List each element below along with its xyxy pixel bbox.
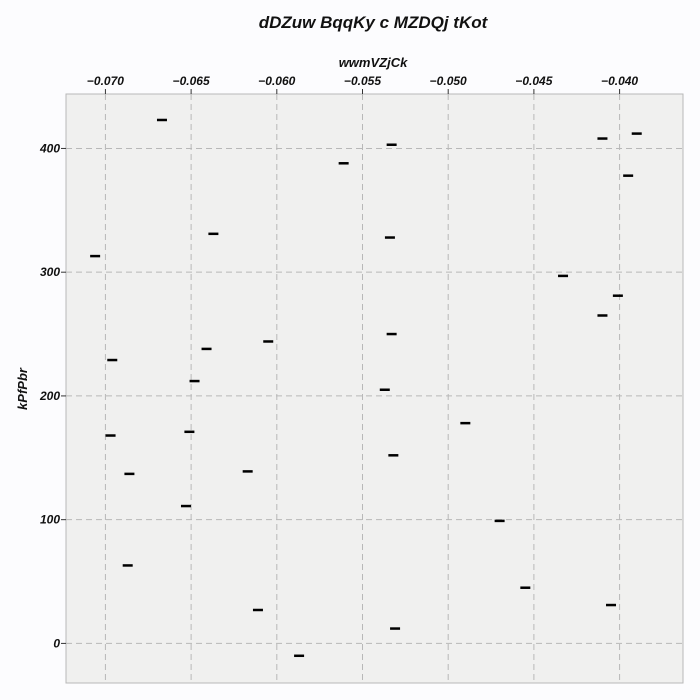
y-axis-label: kPfPbr [15, 367, 30, 410]
x-tick-label: −0.050 [430, 74, 467, 88]
x-tick-label: −0.060 [258, 74, 295, 88]
chart-title: dDZuw BqqKy c MZDQj tKot [259, 13, 489, 32]
y-tick-label: 0 [53, 636, 60, 650]
x-ticks: −0.070 −0.065 −0.060 −0.055 −0.050 −0.045 −0.0… [87, 74, 638, 94]
y-tick-label: 200 [39, 389, 60, 403]
y-tick-label: 300 [40, 265, 60, 279]
y-tick-label: 100 [40, 513, 60, 527]
x-tick-label: −0.040 [601, 74, 638, 88]
y-tick-label: 400 [39, 141, 60, 155]
data-points [90, 118, 642, 658]
y-ticks: 0 100 200 300 400 [39, 141, 66, 650]
x-tick-label: −0.070 [87, 74, 124, 88]
x-axis-label: wwmVZjCk [339, 55, 408, 70]
x-tick-label: −0.055 [344, 74, 381, 88]
plot-area [65, 93, 684, 684]
x-tick-label: −0.065 [173, 74, 210, 88]
grid-lines [66, 94, 683, 683]
x-tick-label: −0.045 [515, 74, 552, 88]
